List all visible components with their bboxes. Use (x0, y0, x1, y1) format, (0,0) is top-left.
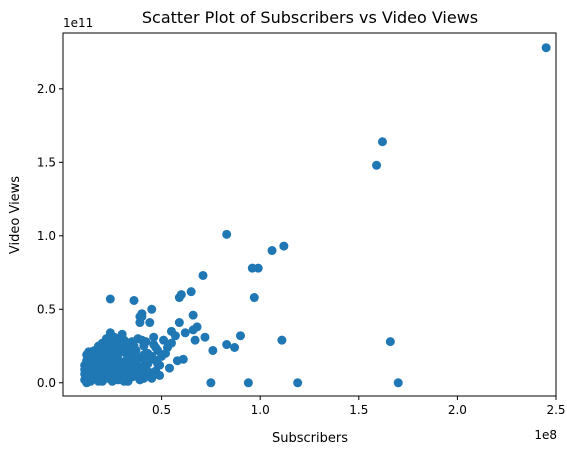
scatter-point (95, 370, 105, 380)
y-axis-ticks: 0.0 0.5 1.0 1.5 2.0 (37, 82, 63, 390)
scatter-point (147, 373, 157, 383)
scatter-point (164, 363, 174, 373)
scatter-point (172, 356, 182, 366)
scatter-point (222, 229, 232, 239)
scatter-point (143, 359, 153, 369)
scatter-point (235, 331, 245, 341)
scatter-point (111, 334, 121, 344)
scatter-point (200, 332, 210, 342)
scatter-point (127, 345, 137, 355)
y-tick-label: 2.0 (37, 82, 56, 96)
scatter-point (107, 356, 117, 366)
axes-frame (62, 32, 557, 397)
scatter-point (372, 160, 382, 170)
scatter-point (188, 325, 198, 335)
scatter-point (385, 337, 395, 347)
y-offset-label: 1e11 (63, 16, 93, 30)
scatter-point (249, 293, 259, 303)
scatter-point (180, 328, 190, 338)
scatter-point (105, 294, 115, 304)
scatter-point (103, 366, 113, 376)
scatter-point (123, 338, 133, 348)
scatter-point (188, 310, 198, 320)
scatter-point (243, 378, 253, 388)
scatter-point (155, 370, 165, 380)
scatter-point (111, 347, 121, 357)
y-tick-label: 1.5 (37, 155, 56, 169)
x-tick-label: 1.5 (349, 403, 368, 417)
scatter-point (208, 345, 218, 355)
scatter-point (119, 360, 129, 370)
scatter-point (135, 318, 145, 328)
scatter-point (393, 378, 403, 388)
scatter-point (253, 263, 263, 273)
scatter-point (230, 343, 240, 352)
y-tick-label: 0.5 (37, 302, 56, 316)
scatter-point (107, 376, 117, 386)
scatter-point (186, 287, 196, 297)
scatter-point (113, 369, 123, 379)
scatter-point (133, 372, 143, 382)
scatter-point (103, 348, 113, 358)
scatter-point (88, 348, 98, 358)
scatter-point (190, 335, 200, 345)
x-offset-label: 1e8 (534, 428, 557, 442)
scatter-point (277, 335, 287, 345)
x-axis-label: Subscribers (272, 431, 348, 446)
scatter-point (137, 335, 147, 345)
scatter-point (94, 362, 103, 372)
y-axis-label: Video Views (8, 176, 23, 254)
x-tick-label: 2.5 (546, 403, 565, 417)
scatter-point (147, 304, 157, 314)
scatter-point (279, 241, 289, 251)
scatter-point (174, 318, 184, 328)
scatter-point (149, 332, 159, 342)
scatter-point (131, 356, 141, 366)
scatter-point (157, 351, 167, 361)
x-tick-label: 2.0 (448, 403, 467, 417)
scatter-point (541, 43, 551, 53)
x-tick-label: 0.5 (152, 403, 171, 417)
scatter-point (149, 340, 159, 350)
y-tick-label: 0.0 (37, 376, 56, 390)
scatter-point (293, 378, 303, 388)
scatter-point (80, 365, 90, 375)
scatter-point (267, 246, 277, 256)
scatter-point (166, 338, 176, 348)
scatter-point (222, 340, 232, 350)
scatter-point (145, 318, 155, 328)
scatter-point (377, 137, 387, 147)
scatter-point (198, 270, 208, 280)
scatter-point (129, 295, 139, 305)
x-tick-label: 1.0 (251, 403, 270, 417)
scatter-point (86, 372, 96, 382)
scatter-point (206, 378, 216, 388)
x-axis-ticks: 0.5 1.0 1.5 2.0 2.5 (152, 396, 566, 417)
scatter-point (125, 366, 135, 376)
y-tick-label: 1.0 (37, 229, 56, 243)
scatter-point (159, 335, 169, 345)
chart-title: Scatter Plot of Subscribers vs Video Vie… (142, 8, 478, 27)
plot-area (80, 43, 551, 388)
scatter-point (170, 331, 180, 341)
scatter-point (174, 293, 184, 303)
scatter-point (153, 359, 163, 369)
